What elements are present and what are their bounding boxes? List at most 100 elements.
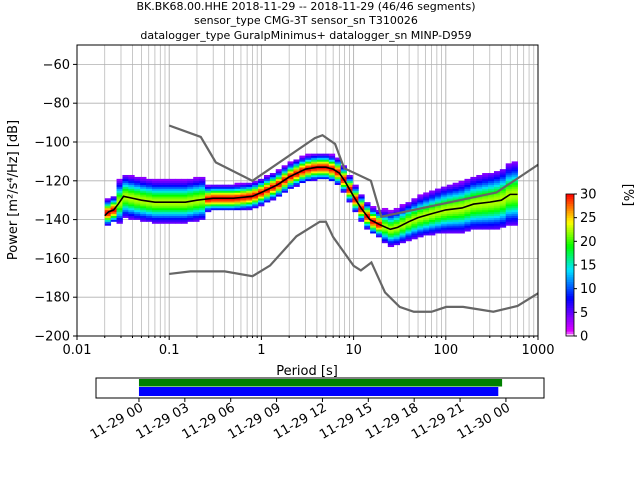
psd-bin (175, 188, 182, 191)
psd-bin (476, 227, 483, 230)
psd-bin (429, 231, 436, 234)
psd-bin (493, 176, 501, 180)
psd-bin (493, 178, 501, 182)
psd-bin (346, 200, 353, 203)
psd-bin (258, 198, 265, 201)
psd-bin (199, 194, 206, 197)
psd-bin (482, 215, 489, 218)
psd-bin (181, 219, 188, 222)
psd-bin (116, 194, 123, 197)
psd-bin (399, 206, 406, 209)
psd-bin (275, 184, 283, 187)
psd-bin (146, 209, 153, 213)
psd-bin (181, 180, 188, 184)
psd-bin (116, 184, 123, 187)
psd-bin (110, 196, 117, 199)
psd-bin (287, 182, 294, 185)
psd-bin (128, 178, 135, 182)
psd-bin (482, 209, 489, 213)
psd-bin (199, 217, 206, 220)
psd-bin (464, 219, 471, 222)
psd-bin (287, 169, 294, 172)
psd-bin (311, 153, 318, 156)
psd-bin (452, 231, 459, 234)
psd-bin (205, 207, 212, 211)
time-tick-label: 11-30 00 (455, 400, 513, 442)
psd-bin (458, 219, 465, 222)
psd-bin (452, 227, 459, 230)
psd-bin (505, 196, 513, 199)
psd-bin (163, 221, 171, 224)
psd-bin (181, 215, 188, 218)
psd-bin (423, 217, 430, 220)
psd-bin (446, 196, 454, 199)
psd-bin (151, 194, 159, 197)
psd-bin (423, 223, 430, 226)
psd-bin (458, 204, 465, 207)
psd-bin (493, 217, 501, 220)
psd-bin (263, 178, 271, 182)
colorbar-segment (566, 321, 574, 325)
psd-bin (358, 204, 365, 207)
psd-bin (399, 221, 406, 224)
psd-bin (399, 219, 406, 222)
psd-bin (358, 200, 365, 203)
psd-bin (122, 186, 129, 189)
psd-bin (193, 213, 200, 217)
psd-bin (305, 171, 312, 174)
psd-bin (328, 157, 336, 160)
psd-bin (476, 211, 483, 215)
psd-bin (488, 202, 495, 205)
psd-bin (358, 198, 365, 201)
psd-bin (169, 209, 176, 213)
psd-bin (334, 174, 342, 178)
colorbar-segment (566, 236, 574, 240)
psd-bin (429, 225, 436, 228)
psd-bin (299, 155, 306, 158)
psd-bin (293, 184, 300, 187)
psd-bin (358, 206, 365, 209)
psd-bin (393, 219, 401, 222)
psd-bin (364, 213, 371, 217)
psd-bin (499, 173, 507, 176)
x-tick-label: 0.1 (159, 343, 180, 358)
psd-bin (429, 217, 436, 220)
colorbar-segment (566, 217, 574, 221)
psd-bin (216, 202, 224, 205)
psd-bin (287, 161, 294, 164)
psd-bin (482, 225, 489, 228)
psd-bin (393, 229, 401, 232)
psd-bin (358, 211, 365, 215)
colorbar-segment (566, 286, 574, 290)
psd-bin (193, 198, 200, 201)
psd-bin (334, 157, 342, 160)
psd-bin (110, 204, 117, 207)
psd-bin (387, 231, 395, 234)
colorbar-segment (566, 243, 574, 247)
psd-bin (423, 231, 430, 234)
psd-bin (464, 188, 471, 191)
psd-bin (163, 206, 171, 209)
colorbar-segment (566, 291, 574, 294)
psd-bin (175, 206, 182, 209)
title-line-1: BK.BK68.00.HHE 2018-11-29 -- 2018-11-29 … (136, 0, 475, 13)
psd-bin (193, 192, 200, 195)
psd-bin (499, 215, 507, 218)
psd-bin (140, 198, 147, 201)
psd-bin (381, 211, 389, 215)
psd-bin (440, 198, 448, 201)
psd-bin (505, 180, 513, 184)
psd-bin (476, 206, 483, 209)
psd-bin (417, 206, 424, 209)
psd-bin (281, 188, 288, 191)
psd-bin (216, 186, 224, 189)
psd-bin (210, 207, 218, 211)
psd-bin (488, 209, 495, 213)
psd-bin (240, 206, 247, 209)
psd-bin (464, 182, 471, 185)
psd-bin (458, 196, 465, 199)
psd-bin (411, 237, 418, 240)
psd-bin (140, 202, 147, 205)
psd-bin (169, 221, 176, 224)
psd-bin (205, 184, 212, 187)
